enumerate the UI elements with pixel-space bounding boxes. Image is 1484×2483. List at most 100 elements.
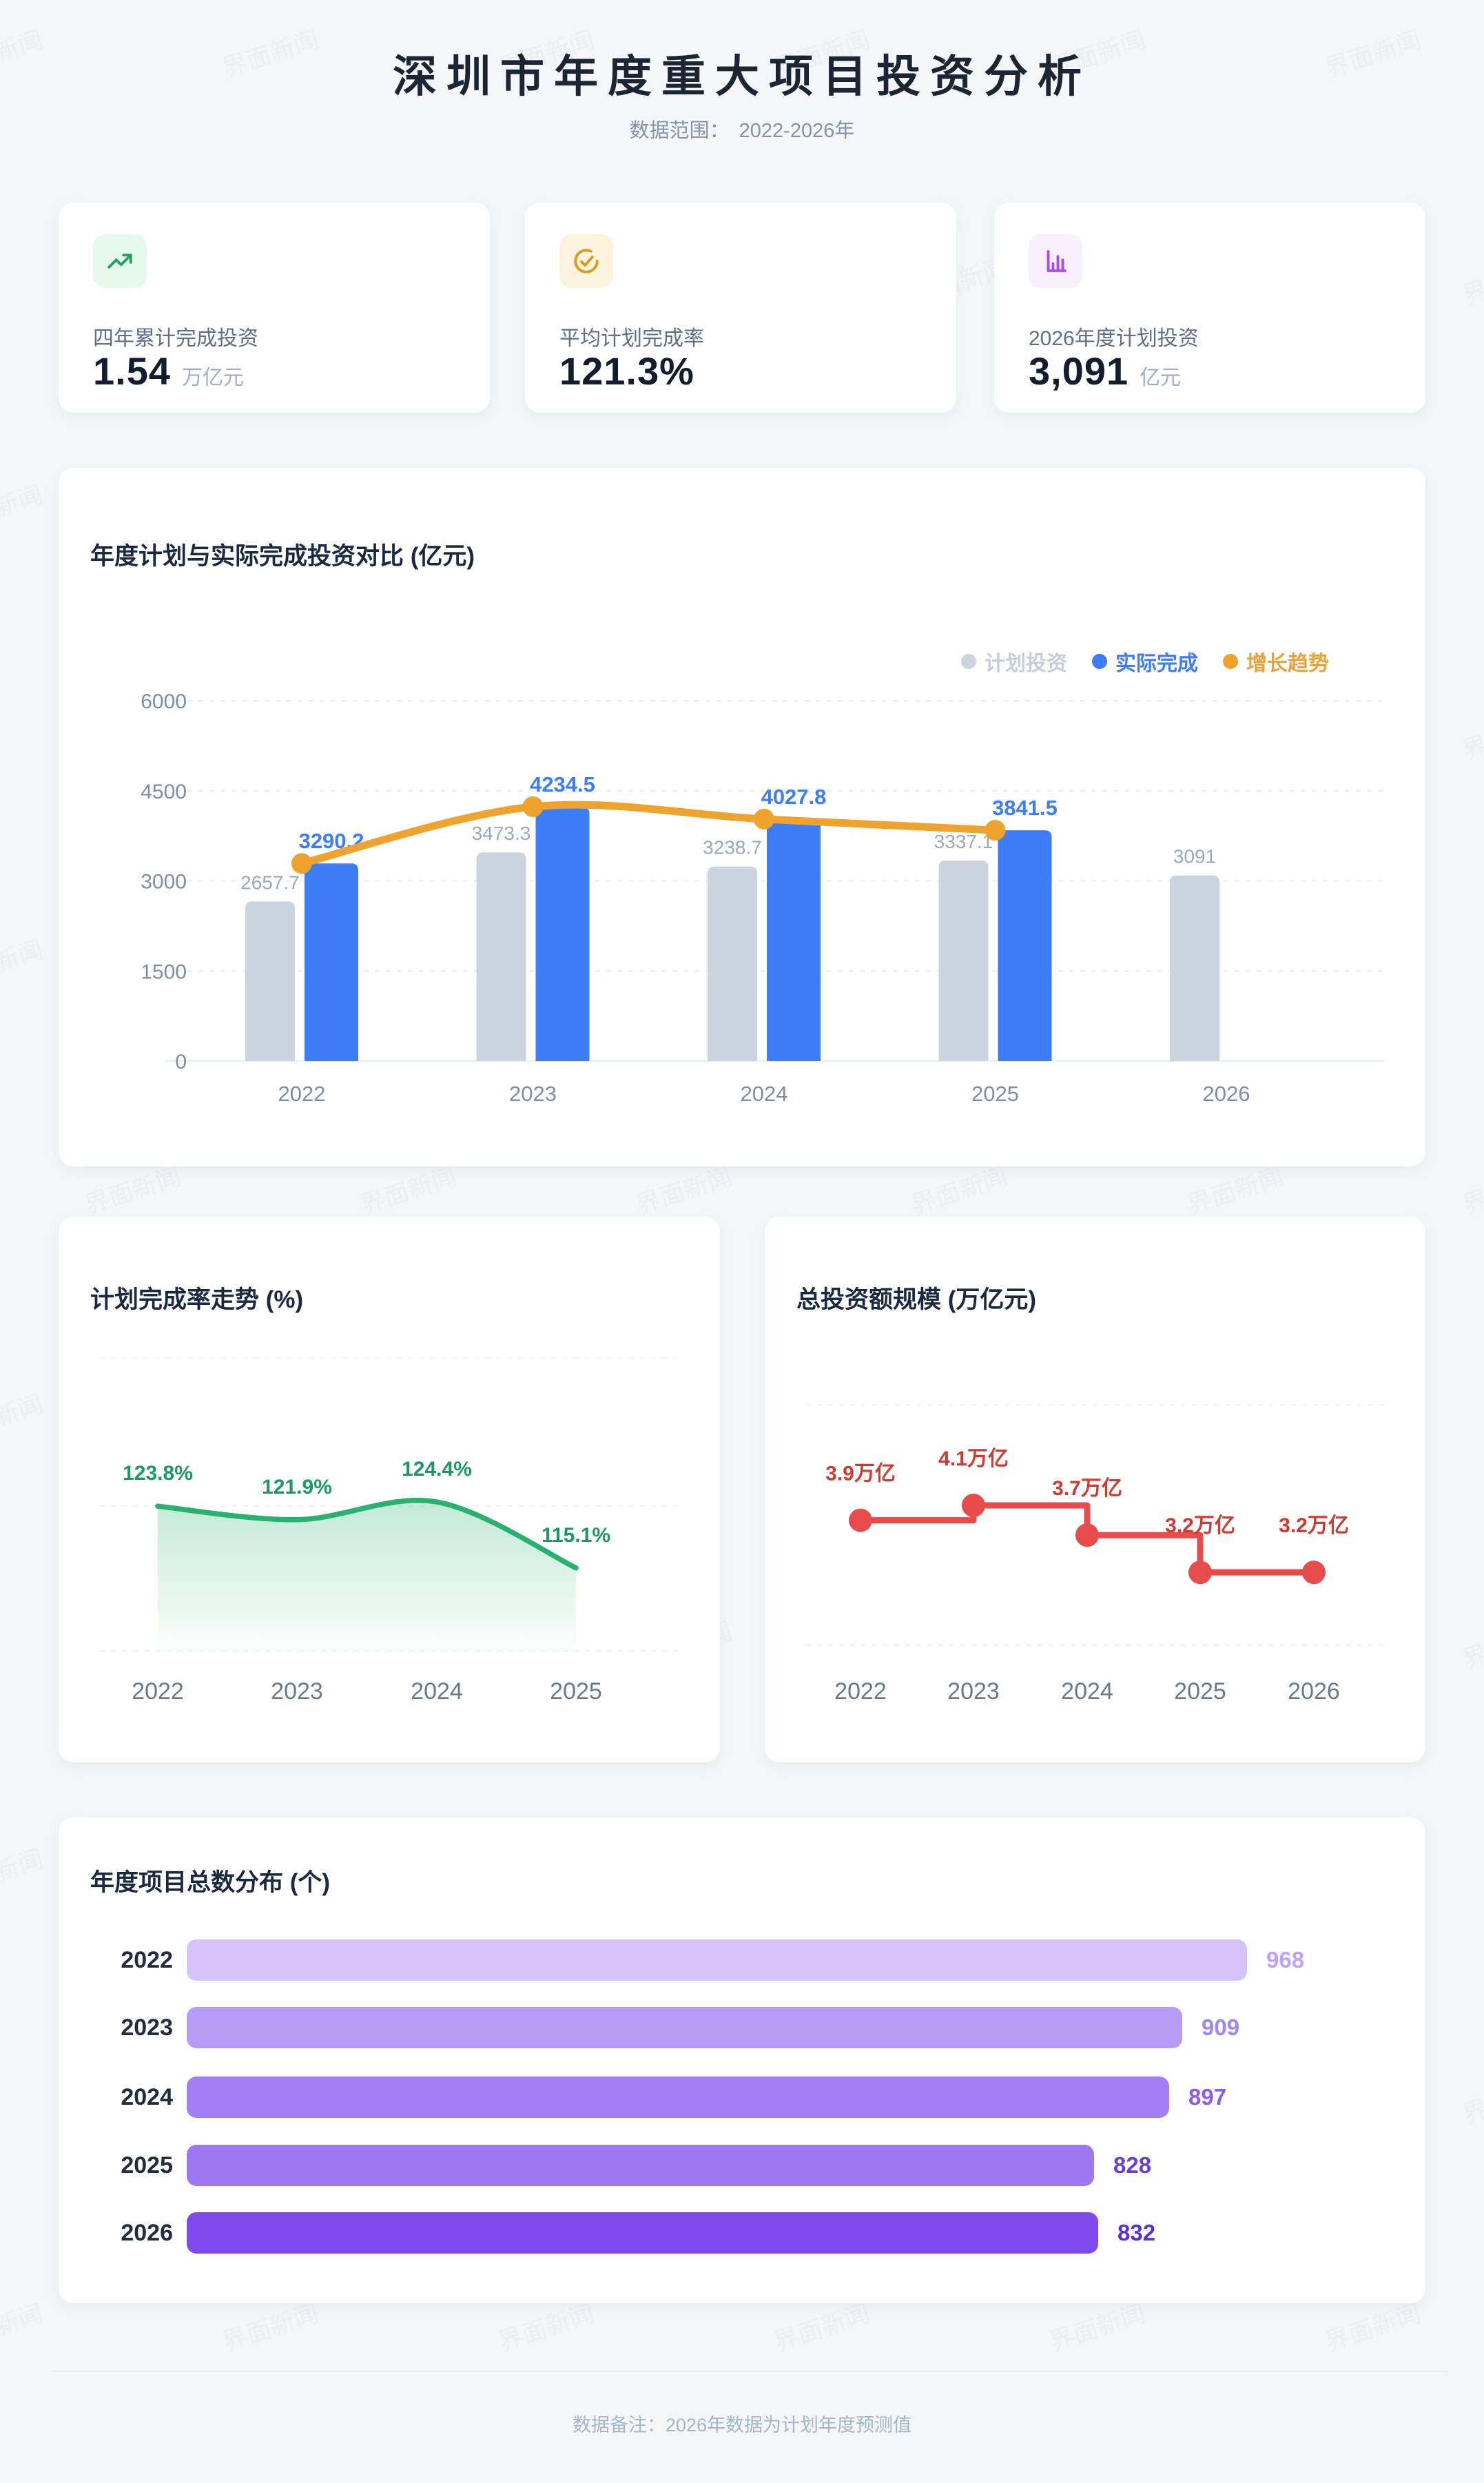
stat-card-2026-planned-investment: 2026年度计划投资 3,091 亿元 (994, 203, 1425, 413)
project-count-bar (187, 2007, 1182, 2048)
x-axis-label: 2023 (271, 1678, 323, 1704)
x-axis-label: 2022 (834, 1678, 887, 1704)
chart-title: 年度计划与实际完成投资对比 (亿元) (90, 543, 475, 570)
x-axis-label: 2026 (1288, 1678, 1340, 1704)
year-label: 2026 (121, 2220, 173, 2246)
year-label: 2024 (121, 2084, 173, 2110)
watermark-text: 界面新闻 (1459, 1616, 1484, 1675)
x-axis-label: 2022 (278, 1082, 326, 1106)
actual-bar (535, 806, 590, 1061)
actual-bar (767, 818, 821, 1061)
stat-label: 2026年度计划投资 (1029, 327, 1199, 350)
project-count-chart-card: 年度项目总数分布 (个) 2022 968 2023 909 2024 897 2025 82… (59, 1817, 1425, 2303)
point-value-label: 3.2万亿 (1279, 1514, 1349, 1537)
watermark-text: 界面新闻 (1045, 2298, 1149, 2357)
bar-value-label: 828 (1113, 2152, 1152, 2178)
point-value-label: 115.1% (542, 1524, 610, 1547)
year-label: 2025 (121, 2152, 173, 2178)
watermark-text: 界面新闻 (1459, 2071, 1484, 2130)
watermark-text: 界面新闻 (356, 1162, 460, 1220)
point-value-label: 3.7万亿 (1052, 1477, 1122, 1500)
actual-bar (998, 830, 1052, 1061)
page-subtitle: 数据范围： 2022-2026年 (0, 114, 1484, 143)
investment-scale-plot: 3.9万亿 2022 4.1万亿 2023 3.7万亿 2024 3.2万亿 2025 3.2万… (806, 1404, 1385, 1704)
completion-rate-plot: 123.8% 2022 121.9% 2023 124.4% 2024 115.1% 2025 (100, 1357, 679, 1704)
data-point (849, 1508, 872, 1532)
chart-title: 计划完成率走势 (%) (90, 1286, 304, 1313)
y-tick-label: 6000 (141, 690, 187, 713)
x-axis-label: 2024 (1061, 1678, 1113, 1704)
project-count-row: 2023 909 (59, 2007, 1425, 2048)
legend-item-actual[interactable]: 实际完成 (1092, 646, 1198, 677)
project-count-bar (187, 1939, 1247, 1981)
chart-title: 总投资额规模 (万亿元) (796, 1286, 1037, 1313)
data-point (1075, 1523, 1099, 1547)
legend-label: 实际完成 (1115, 652, 1198, 675)
x-axis-label: 2023 (947, 1678, 1000, 1704)
y-tick-label: 3000 (141, 871, 187, 894)
bar-value-label: 897 (1188, 2084, 1227, 2110)
plan-vs-actual-plot: 015003000450060002657.73290.220223473.34… (141, 690, 1385, 1106)
stat-card-avg-completion-rate: 平均计划完成率 121.3% (525, 203, 956, 413)
completion-rate-chart-card: 计划完成率走势 (%) 123.8% 2022 121.9% 2023 124.4% 20… (59, 1217, 720, 1762)
x-axis-label: 2024 (741, 1082, 788, 1106)
trend-point (522, 796, 544, 817)
stat-label: 平均计划完成率 (559, 327, 704, 350)
plan-bar (708, 866, 757, 1061)
stat-card-cumulative-investment: 四年累计完成投资 1.54 万亿元 (59, 203, 490, 413)
page-footer-note: 数据备注：2026年数据为计划年度预测值 (572, 2415, 912, 2435)
legend-label: 计划投资 (985, 652, 1067, 675)
watermark-text: 界面新闻 (494, 2298, 598, 2357)
bar-value-label: 909 (1202, 2015, 1240, 2040)
watermark-text: 界面新闻 (770, 2298, 874, 2357)
legend-label: 增长趋势 (1246, 652, 1329, 675)
watermark-text: 界面新闻 (1183, 1162, 1287, 1220)
actual-value-label: 4027.8 (761, 785, 827, 809)
x-axis-label: 2025 (971, 1082, 1019, 1106)
watermark-text: 界面新闻 (0, 1389, 47, 1447)
stat-label: 四年累计完成投资 (93, 327, 258, 350)
plan-vs-actual-chart-card: 年度计划与实际完成投资对比 (亿元) 计划投资 实际完成 增长趋势 0 1500 3… (59, 468, 1425, 1166)
project-count-bar (187, 2077, 1169, 2118)
year-label: 2022 (121, 1947, 173, 1973)
watermark-text: 界面新闻 (1459, 252, 1484, 311)
legend-dot (961, 654, 976, 669)
project-count-bar (187, 2145, 1094, 2186)
actual-value-label: 4234.5 (530, 772, 595, 796)
page-title: 深圳市年度重大项目投资分析 (393, 52, 1091, 101)
bar-value-label: 968 (1266, 1947, 1305, 1972)
plan-value-label: 2657.7 (240, 872, 300, 893)
trend-point (291, 853, 312, 874)
point-value-label: 123.8% (123, 1462, 193, 1485)
watermark-text: 界面新闻 (0, 1844, 47, 1902)
plan-bar (245, 901, 295, 1061)
point-value-label: 3.2万亿 (1165, 1514, 1235, 1537)
watermark-text: 界面新闻 (0, 934, 47, 993)
subtitle-label: 数据范围： (629, 120, 730, 142)
point-value-label: 3.9万亿 (825, 1463, 896, 1485)
plan-value-label: 3238.7 (703, 837, 762, 858)
x-axis-label: 2026 (1203, 1082, 1250, 1106)
plan-bar (938, 861, 989, 1061)
point-value-label: 121.9% (262, 1476, 332, 1498)
watermark-text: 界面新闻 (218, 2298, 322, 2357)
project-count-row: 2024 897 (59, 2077, 1425, 2118)
watermark-text: 界面新闻 (0, 480, 47, 538)
legend-item-trend[interactable]: 增长趋势 (1223, 646, 1329, 677)
point-value-label: 124.4% (402, 1458, 472, 1481)
x-axis-label: 2024 (411, 1678, 463, 1704)
data-point (1302, 1560, 1326, 1585)
plan-value-label: 3091 (1173, 846, 1216, 867)
x-axis-label: 2025 (550, 1678, 602, 1704)
legend-item-plan[interactable]: 计划投资 (961, 646, 1067, 677)
x-axis-label: 2025 (1174, 1678, 1226, 1704)
chart-legend: 计划投资 实际完成 增长趋势 (961, 646, 1329, 677)
plan-bar (476, 852, 526, 1061)
point-value-label: 4.1万亿 (938, 1447, 1009, 1470)
x-axis-label: 2022 (132, 1678, 184, 1704)
stat-value: 3,091 (1029, 349, 1129, 393)
bar-value-label: 832 (1117, 2220, 1156, 2245)
watermark-text: 界面新闻 (81, 1162, 185, 1220)
data-point (1188, 1560, 1212, 1585)
watermark-text: 界面新闻 (632, 1162, 736, 1220)
